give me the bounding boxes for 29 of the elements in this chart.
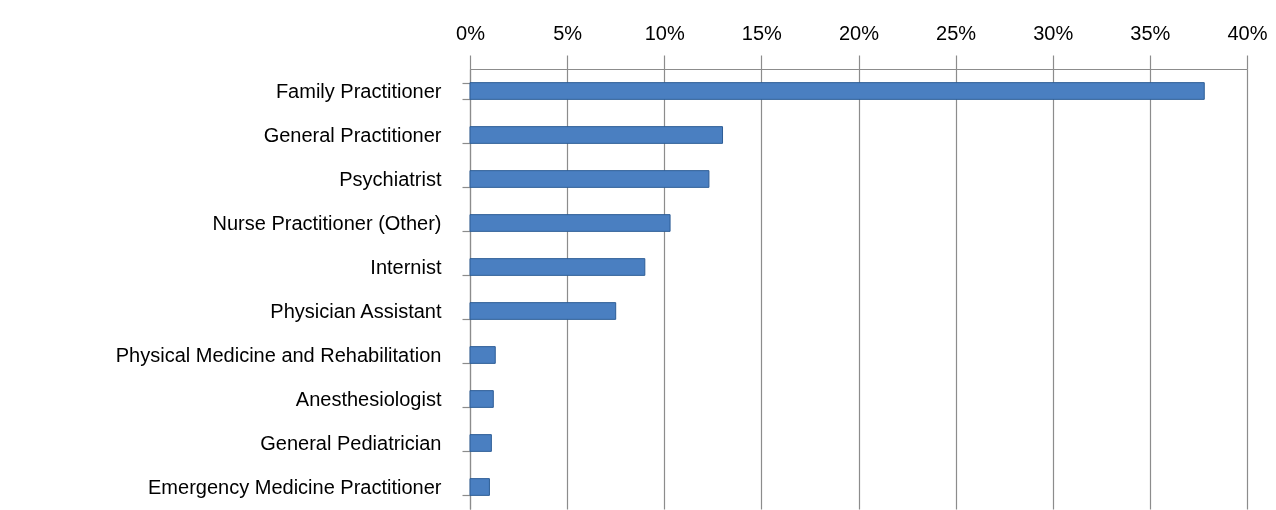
x-tick-label: 15% — [741, 21, 783, 44]
y-tick-label: Nurse Practitioner (Other) — [212, 211, 442, 234]
y-tick-label: Physician Assistant — [270, 299, 442, 322]
x-tick-label: 20% — [838, 21, 880, 44]
y-tick-label: Family Practitioner — [275, 79, 442, 102]
bar — [469, 214, 671, 232]
x-tick-label: 35% — [1130, 21, 1171, 44]
y-tick-label: Internist — [370, 255, 442, 278]
bar — [469, 258, 646, 276]
bar — [469, 390, 494, 408]
x-tick-label: 5% — [553, 21, 583, 44]
bar — [469, 434, 492, 452]
y-tick-label: Physical Medicine and Rehabilitation — [115, 343, 442, 366]
y-tick-label: Psychiatrist — [339, 167, 442, 190]
y-tick-label: Emergency Medicine Practitioner — [148, 475, 442, 498]
y-tick-label: General Practitioner — [263, 123, 442, 146]
y-tick-label: General Pediatrician — [260, 431, 442, 454]
bar — [469, 478, 490, 496]
x-tick-label: 10% — [644, 21, 685, 44]
bar — [469, 302, 617, 320]
x-tick-label: 40% — [1227, 21, 1268, 44]
x-tick-label: 0% — [456, 21, 486, 44]
bar — [469, 82, 1205, 100]
x-tick-label: 25% — [936, 21, 977, 44]
bar — [469, 170, 710, 188]
x-tick-label: 30% — [1033, 21, 1074, 44]
bar — [469, 346, 496, 364]
bar — [469, 126, 724, 144]
y-tick-label: Anesthesiologist — [295, 387, 442, 410]
